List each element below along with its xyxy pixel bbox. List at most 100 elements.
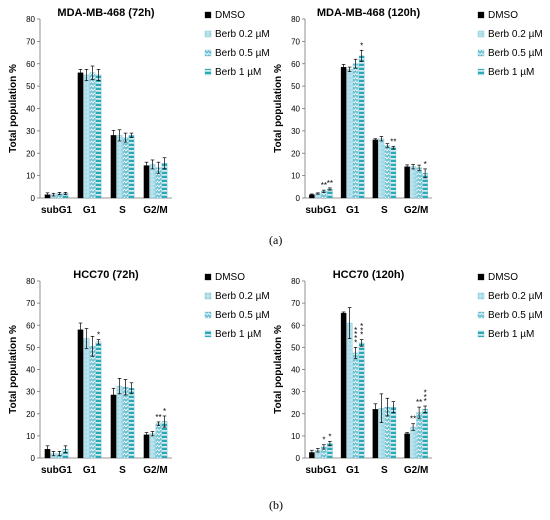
- bar-berb-1-s: [390, 406, 397, 459]
- significance-mark: ****: [354, 326, 357, 348]
- significance-mark: *: [97, 331, 100, 340]
- y-tick-label: 30: [291, 388, 300, 397]
- x-tick-label: subG1: [41, 205, 73, 216]
- y-tick-label: 40: [291, 105, 300, 114]
- x-tick-label: G2/M: [404, 465, 428, 476]
- x-tick-label: G1: [346, 205, 360, 216]
- legend-label-dmso: DMSO: [215, 272, 245, 283]
- bar-dmso-g2m: [404, 166, 410, 199]
- legend-swatch-berb-0-2: [204, 292, 212, 300]
- y-tick-label: 30: [26, 127, 35, 136]
- legend-swatch-berb-0-5: [477, 49, 485, 57]
- x-tick-label: G2/M: [143, 205, 167, 216]
- y-tick-label: 70: [26, 37, 35, 46]
- chart-title: MDA-MB-468 (72h): [57, 7, 155, 19]
- bar-berb-0-5-g1: [89, 72, 96, 199]
- legend-swatch-berb-0-2: [204, 30, 212, 38]
- chart-panel-2: MDA-MB-468 (120h) 0 10 20 30 40 50 60 70 80 Total …: [273, 7, 543, 216]
- y-tick-label: 10: [291, 172, 300, 181]
- x-tick-label: S: [381, 465, 388, 476]
- x-tick-label: S: [119, 205, 126, 216]
- legend-swatch-berb-0-2: [477, 292, 485, 300]
- x-tick-label: G1: [83, 465, 97, 476]
- y-tick-label: 40: [291, 366, 300, 375]
- legend-swatch-berb-0-5: [204, 311, 212, 319]
- y-tick-label: 70: [291, 299, 300, 308]
- bar-berb-0-5-g2m: [416, 167, 422, 199]
- legend-label-berb-0-2: Berb 0.2 µM: [488, 291, 543, 302]
- bar-berb-1-g1: [95, 341, 102, 459]
- legend-swatch-berb-1: [204, 68, 212, 76]
- x-tick-label: subG1: [41, 465, 73, 476]
- significance-mark: *: [163, 407, 166, 416]
- bar-berb-0-2-g2m: [149, 164, 156, 199]
- significance-mark: **: [155, 413, 161, 422]
- y-tick-label: 50: [291, 343, 300, 352]
- bar-berb-0-5-g2m: [155, 423, 162, 459]
- significance-mark: *: [322, 436, 325, 445]
- bar-berb-0-2-g2m: [410, 166, 416, 199]
- y-tick-label: 0: [31, 194, 36, 203]
- bar-dmso-g1: [340, 66, 347, 199]
- bar-berb-0-2-g1: [346, 322, 353, 459]
- x-tick-label: G1: [346, 465, 360, 476]
- significance-mark: *: [328, 432, 331, 441]
- x-tick-label: subG1: [305, 205, 337, 216]
- bar-dmso-g1: [77, 72, 84, 199]
- bar-berb-0-5-s: [384, 145, 391, 199]
- y-tick-label: 20: [291, 149, 300, 158]
- y-tick-label: 0: [296, 194, 301, 203]
- y-tick-label: 60: [291, 321, 300, 330]
- bar-berb-1-g1: [358, 55, 365, 199]
- bar-dmso-g1: [77, 329, 84, 459]
- y-tick-label: 70: [291, 37, 300, 46]
- bar-berb-0-2-s: [116, 385, 123, 459]
- chart-panel-1: MDA-MB-468 (72h) 0 10 20 30 40 50 60 70 80 Total p…: [8, 7, 270, 216]
- legend-swatch-dmso: [204, 11, 212, 19]
- legend-label-berb-0-2: Berb 0.2 µM: [488, 29, 543, 40]
- y-tick-label: 80: [26, 277, 35, 286]
- bar-dmso-s: [110, 135, 117, 199]
- y-axis-label: Total population %: [273, 325, 284, 414]
- y-tick-label: 0: [296, 454, 301, 463]
- bar-berb-1-s: [128, 388, 135, 459]
- chart-panel-4: HCC70 (120h) 0 10 20 30 40 50 60 70 80 Total popul…: [273, 269, 543, 476]
- chart-title: HCC70 (72h): [73, 269, 139, 281]
- y-tick-label: 60: [291, 60, 300, 69]
- y-tick-label: 40: [26, 366, 35, 375]
- panel-label-b: (b): [269, 498, 283, 512]
- legend-label-berb-1: Berb 1 µM: [215, 329, 261, 340]
- legend-label-dmso: DMSO: [488, 272, 518, 283]
- y-tick-label: 0: [31, 454, 36, 463]
- bar-dmso-s: [110, 394, 117, 459]
- y-axis-label: Total population %: [8, 325, 19, 414]
- significance-mark: **: [321, 181, 327, 190]
- legend-label-berb-1: Berb 1 µM: [488, 67, 534, 78]
- significance-mark: **: [410, 415, 416, 424]
- chart-title: MDA-MB-468 (120h): [317, 7, 421, 19]
- y-tick-label: 10: [26, 172, 35, 181]
- bar-berb-0-2-s: [116, 135, 123, 199]
- y-tick-label: 80: [26, 15, 35, 24]
- bar-dmso-s: [372, 139, 379, 199]
- bar-berb-0-2-g2m: [410, 426, 416, 459]
- bar-dmso-s: [372, 409, 379, 459]
- legend-swatch-berb-1: [477, 330, 485, 338]
- legend-label-berb-0-5: Berb 0.5 µM: [215, 48, 270, 59]
- significance-mark: *: [424, 160, 427, 169]
- bar-berb-0-5-s: [122, 137, 129, 199]
- y-tick-label: 20: [26, 149, 35, 158]
- legend-swatch-berb-0-2: [477, 30, 485, 38]
- legend-swatch-dmso: [477, 11, 485, 19]
- legend-label-berb-0-2: Berb 0.2 µM: [215, 291, 270, 302]
- x-tick-label: S: [119, 465, 126, 476]
- y-tick-label: 50: [26, 82, 35, 91]
- y-tick-label: 10: [26, 432, 35, 441]
- y-tick-label: 20: [291, 410, 300, 419]
- bar-berb-1-s: [128, 135, 135, 199]
- y-tick-label: 30: [26, 388, 35, 397]
- bar-berb-0-5-g1: [89, 346, 96, 459]
- bar-berb-0-5-g1: [352, 63, 359, 199]
- legend-swatch-berb-0-5: [204, 49, 212, 57]
